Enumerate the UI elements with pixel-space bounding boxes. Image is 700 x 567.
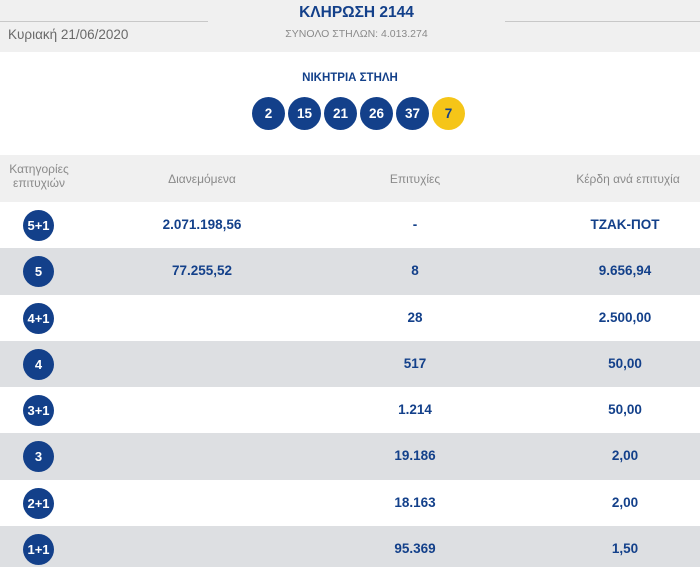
winners-count: 1.214: [398, 402, 432, 418]
category-badge: 2+1: [23, 487, 54, 519]
winners-count: 95.369: [394, 541, 436, 557]
winning-number-ball: 37: [396, 97, 429, 130]
category-badge: 5+1: [23, 210, 54, 241]
table-row: 4+1 28 2.500,00: [0, 294, 700, 341]
results-table-header: Κατηγορίες επιτυχιών Διανεμόμενα Επιτυχί…: [0, 155, 700, 202]
category-badge: 4+1: [23, 302, 54, 334]
winners-count: 19.186: [394, 448, 436, 464]
header-winners: Επιτυχίες: [389, 172, 441, 186]
joker-number-ball: 7: [432, 97, 465, 130]
header-category-line2: επιτυχιών: [13, 176, 65, 190]
category-badge: 5: [23, 256, 54, 288]
table-row: 5+1 2.071.198,56 - ΤΖΑΚ-ΠΟΤ: [0, 202, 700, 249]
winning-number-ball: 15: [288, 97, 321, 130]
header-category-line1: Κατηγορίες: [9, 162, 69, 176]
table-row: 2+1 18.163 2,00: [0, 479, 700, 527]
prize-per-winner: 1,50: [611, 541, 639, 557]
table-row: 1+1 95.369 1,50: [0, 526, 700, 567]
prize-per-winner: 9.656,94: [598, 263, 652, 279]
winning-column-title: ΝΙΚΗΤΡΙΑ ΣΤΗΛΗ: [302, 72, 398, 84]
header-divider-left: [0, 21, 208, 22]
prize-per-winner: 50,00: [608, 402, 642, 418]
winning-number-ball: 21: [324, 97, 357, 130]
distributed-amount: 77.255,52: [171, 263, 233, 279]
winners-count: 517: [403, 355, 427, 371]
header-prize: Κέρδη ανά επιτυχία: [576, 172, 680, 186]
header-category: Κατηγορίες επιτυχιών: [0, 162, 78, 190]
results-table-body: 5+1 2.071.198,56 - ΤΖΑΚ-ΠΟΤ 5 77.255,52 …: [0, 202, 700, 567]
prize-per-winner: 2,00: [611, 448, 639, 464]
category-badge: 4: [23, 348, 54, 380]
columns-total: ΣΥΝΟΛΟ ΣΤΗΛΩΝ: 4.013.274: [285, 28, 428, 40]
winning-column-section: ΝΙΚΗΤΡΙΑ ΣΤΗΛΗ 2 15 21 26 37 7: [0, 52, 700, 155]
header-distributed: Διανεμόμενα: [168, 172, 236, 186]
category-badge: 3: [23, 441, 54, 473]
winners-count: 28: [407, 309, 423, 325]
winning-numbers: 2 15 21 26 37 7: [252, 97, 465, 131]
draw-date: Κυριακή 21/06/2020: [8, 27, 129, 42]
category-badge: 3+1: [23, 395, 54, 427]
table-row: 3 19.186 2,00: [0, 433, 700, 480]
draw-title: ΚΛΗΡΩΣΗ 2144: [299, 4, 414, 21]
winners-count: 18.163: [394, 494, 436, 510]
header-divider-right: [505, 21, 700, 22]
table-row: 4 517 50,00: [0, 340, 700, 388]
winners-count: -: [412, 217, 418, 232]
prize-per-winner: ΤΖΑΚ-ΠΟΤ: [590, 217, 660, 232]
prize-per-winner: 2.500,00: [598, 309, 652, 325]
prize-per-winner: 2,00: [611, 494, 639, 510]
draw-header: Κυριακή 21/06/2020 ΚΛΗΡΩΣΗ 2144 ΣΥΝΟΛΟ Σ…: [0, 0, 700, 52]
table-row: 3+1 1.214 50,00: [0, 387, 700, 434]
winners-count: 8: [411, 263, 419, 279]
winning-number-ball: 26: [360, 97, 393, 130]
winning-number-ball: 2: [252, 97, 285, 130]
prize-per-winner: 50,00: [608, 355, 642, 371]
distributed-amount: 2.071.198,56: [162, 217, 242, 232]
table-row: 5 77.255,52 8 9.656,94: [0, 248, 700, 295]
category-badge: 1+1: [23, 534, 54, 566]
